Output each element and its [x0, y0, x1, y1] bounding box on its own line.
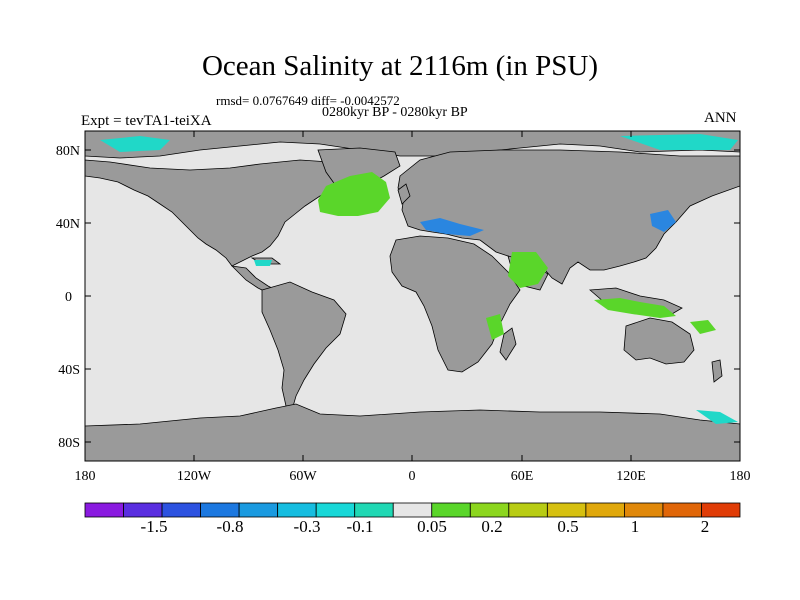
british-isles — [397, 183, 411, 205]
antarctica — [85, 403, 740, 461]
colorbar-box — [431, 502, 471, 518]
colorbar-box — [315, 502, 356, 518]
lat-axis: 80N 40N 0 40S 80S — [56, 144, 740, 451]
colorbar-label: -0.1 — [347, 517, 374, 536]
colorbar-labels: -1.5 -0.8 -0.3 -0.1 0.05 0.2 0.5 1 2 — [141, 517, 710, 536]
colorbar-box — [546, 502, 587, 518]
colorbar-label: 0.2 — [481, 517, 502, 536]
colorbar-box — [238, 502, 279, 518]
north-atlantic-anomaly — [318, 172, 390, 216]
colorbar-box — [200, 502, 240, 518]
colorbar-label: 0.05 — [417, 517, 447, 536]
lat-label-40n: 40N — [56, 217, 80, 232]
colorbar-label: 0.5 — [557, 517, 578, 536]
colorbar-label: -1.5 — [141, 517, 168, 536]
new-zealand — [711, 359, 723, 383]
lat-label-40s: 40S — [58, 363, 80, 378]
colorbar-box — [624, 502, 664, 518]
colorbar-box — [701, 502, 741, 518]
colorbar — [84, 502, 741, 518]
lon-label-0: 0 — [409, 469, 416, 484]
arctic-landmass — [85, 131, 740, 159]
colorbar-box — [585, 502, 625, 518]
north-america — [85, 159, 346, 267]
colorbar-box — [469, 502, 510, 518]
coral-sea-anomaly — [690, 320, 716, 334]
australia — [623, 317, 695, 365]
southern-ocean-anomaly — [696, 410, 738, 424]
africa — [389, 235, 521, 373]
lon-label-60e: 60E — [511, 469, 534, 484]
lon-axis: 180 120W 60W 0 60E 120E 180 — [75, 131, 751, 484]
south-america — [261, 281, 347, 411]
colorbar-box — [277, 502, 317, 518]
stats-text: rmsd= 0.0767649 diff= -0.0042572 — [216, 93, 400, 108]
lon-label-180w: 180 — [75, 469, 96, 484]
colorbar-box — [354, 502, 394, 518]
east-asia-anomaly — [650, 210, 676, 232]
colorbar-label: 2 — [701, 517, 710, 536]
lat-label-0: 0 — [65, 290, 72, 305]
experiment-label: Expt = tevTA1-teiXA — [81, 113, 212, 129]
colorbar-label: 1 — [631, 517, 640, 536]
colorbar-box — [392, 502, 433, 518]
eurasia — [397, 149, 740, 285]
lon-label-120e: 120E — [616, 469, 646, 484]
lon-label-60w: 60W — [289, 469, 317, 484]
period-text: 0280kyr BP - 0280kyr BP — [322, 105, 468, 120]
map-layers — [85, 131, 740, 461]
madagascar — [499, 327, 517, 361]
lat-label-80n: 80N — [56, 144, 80, 159]
lon-label-180e: 180 — [730, 469, 751, 484]
arabian-sea-anomaly — [508, 252, 548, 288]
indonesian-anomaly — [594, 298, 676, 318]
colorbar-label: -0.8 — [217, 517, 244, 536]
arctic-anomaly-east — [620, 134, 738, 150]
east-african-anomaly — [486, 314, 504, 340]
colorbar-box — [84, 502, 124, 518]
colorbar-box — [123, 502, 163, 518]
colorbar-box — [508, 502, 548, 518]
mediterranean-anomaly — [420, 218, 484, 236]
lon-label-120w: 120W — [177, 469, 212, 484]
colorbar-box — [662, 502, 702, 518]
lat-label-80s: 80S — [58, 436, 80, 451]
caribbean-anomaly — [254, 260, 272, 266]
colorbar-label: -0.3 — [294, 517, 321, 536]
season-label: ANN — [704, 110, 737, 126]
arctic-anomaly-west — [100, 136, 170, 152]
map-title: Ocean Salinity at 2116m (in PSU) — [201, 50, 599, 82]
colorbar-box — [161, 502, 201, 518]
